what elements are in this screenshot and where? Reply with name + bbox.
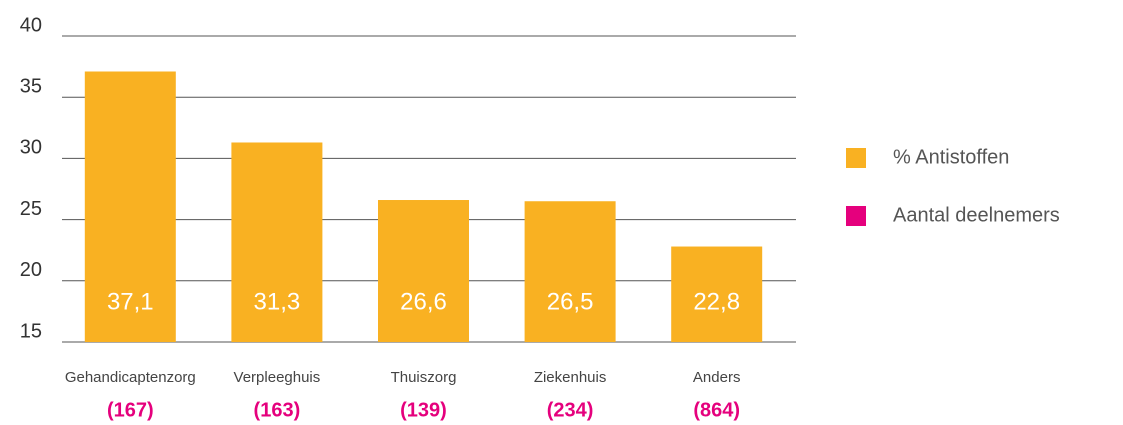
bar <box>524 201 616 342</box>
count-label: (167) <box>107 399 154 421</box>
value-label: 26,5 <box>547 288 594 315</box>
value-label: 31,3 <box>254 288 301 315</box>
value-label: 22,8 <box>693 288 740 315</box>
count-label: (139) <box>400 399 447 421</box>
legend-swatch <box>846 206 866 226</box>
x-tick-label: Gehandicaptenzorg <box>65 369 196 386</box>
bar <box>84 71 176 342</box>
bar <box>671 246 763 342</box>
y-tick-label: 30 <box>20 137 42 159</box>
legend-label: % Antistoffen <box>893 146 1009 168</box>
bar <box>231 142 323 342</box>
x-tick-label: Thuiszorg <box>391 369 457 386</box>
y-tick-label: 40 <box>20 14 42 36</box>
y-tick-label: 15 <box>20 320 42 342</box>
value-label: 26,6 <box>400 288 447 315</box>
x-tick-label: Anders <box>693 369 741 386</box>
count-label: (864) <box>693 399 740 421</box>
legend-swatch <box>846 148 866 168</box>
x-tick-label: Verpleeghuis <box>234 369 321 386</box>
count-label: (234) <box>547 399 594 421</box>
y-tick-label: 35 <box>20 75 42 97</box>
bar <box>378 200 469 342</box>
y-tick-label: 20 <box>20 259 42 281</box>
count-label: (163) <box>254 399 301 421</box>
y-tick-label: 25 <box>20 198 42 220</box>
legend-label: Aantal deelnemers <box>893 204 1060 226</box>
value-label: 37,1 <box>107 288 154 315</box>
x-tick-label: Ziekenhuis <box>534 369 607 386</box>
